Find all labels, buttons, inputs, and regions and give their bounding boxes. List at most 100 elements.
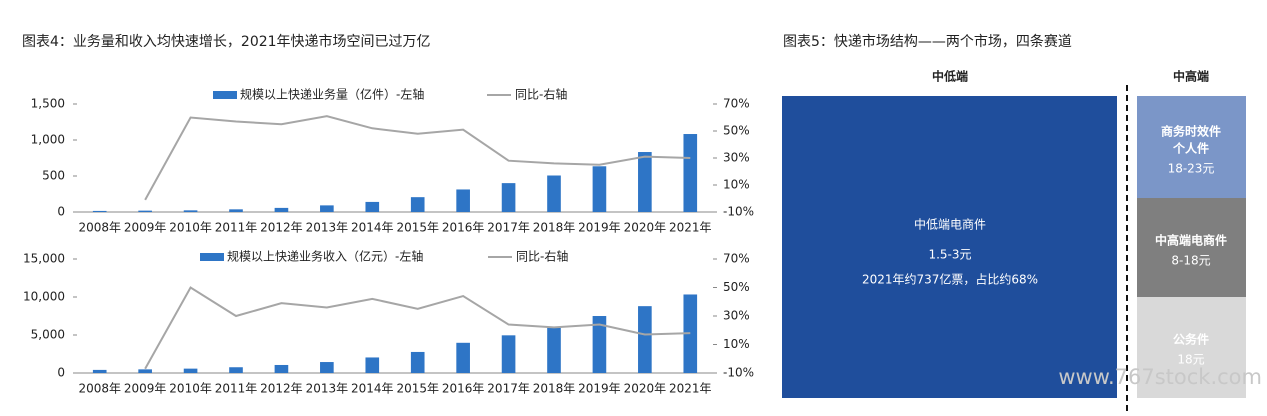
bar: [274, 364, 289, 373]
x-tick-label: 2009年: [124, 221, 167, 235]
y2-tick-label: 70%: [723, 252, 750, 266]
x-tick-label: 2017年: [487, 382, 530, 396]
bar: [365, 357, 380, 373]
y-tick-label: 5,000: [31, 328, 65, 342]
y2-tick-label: 50%: [723, 124, 750, 138]
y2-tick-label: 70%: [723, 97, 750, 111]
x-tick-label: 2014年: [351, 221, 394, 235]
bar: [501, 335, 516, 373]
bar: [683, 134, 698, 212]
watermark: www.767stock.com: [1058, 365, 1262, 389]
y2-tick-label: 50%: [723, 280, 750, 294]
y2-tick-label: -10%: [723, 366, 754, 380]
high-header: 中高端: [1173, 69, 1209, 84]
high-box-label: 公务件: [1173, 332, 1209, 347]
y-tick-label: 0: [57, 366, 65, 380]
line: [144, 115, 691, 201]
x-tick-label: 2011年: [215, 382, 258, 396]
low-box-price: 1.5-3元: [928, 248, 971, 262]
high-box-label: 中高端电商件: [1155, 233, 1227, 248]
y-tick-label: 15,000: [23, 252, 65, 266]
low-box-label: 中低端电商件: [914, 217, 986, 232]
bar: [229, 367, 243, 373]
legend-label: 规模以上快递业务量（亿件）-左轴: [240, 87, 424, 102]
bar: [138, 369, 152, 373]
y2-tick-label: 30%: [723, 309, 750, 323]
x-tick-label: 2021年: [669, 221, 712, 235]
x-tick-label: 2010年: [169, 221, 212, 235]
bar: [274, 207, 289, 212]
y2-tick-label: 30%: [723, 151, 750, 165]
bar: [320, 362, 334, 373]
legend-label: 规模以上快递业务收入（亿元）-左轴: [227, 249, 423, 264]
x-tick-label: 2019年: [578, 382, 621, 396]
bar: [638, 152, 652, 212]
x-tick-label: 2013年: [306, 382, 349, 396]
figure4-title: 图表4：业务量和收入均快速增长，2021年快递市场空间已过万亿: [22, 33, 431, 50]
bar: [365, 201, 380, 212]
line: [144, 286, 691, 370]
bar: [320, 205, 334, 212]
y-tick-label: 1,500: [31, 97, 65, 111]
x-tick-label: 2013年: [306, 221, 349, 235]
bar: [410, 197, 425, 212]
x-tick-label: 2015年: [396, 382, 439, 396]
bar: [547, 175, 561, 212]
x-tick-label: 2018年: [533, 382, 576, 396]
y-tick-label: 0: [57, 205, 65, 219]
bar: [456, 189, 470, 212]
high-box-price: 18元: [1177, 353, 1204, 367]
x-tick-label: 2008年: [78, 382, 121, 396]
y2-tick-label: 10%: [723, 337, 750, 351]
bar: [229, 209, 243, 212]
bar: [592, 316, 607, 373]
x-tick-label: 2010年: [169, 382, 212, 396]
legend-swatch: [200, 253, 224, 261]
x-tick-label: 2019年: [578, 221, 621, 235]
legend-swatch: [213, 91, 237, 99]
y-tick-label: 10,000: [23, 290, 65, 304]
bar: [92, 210, 107, 212]
x-tick-label: 2009年: [124, 382, 167, 396]
bar: [456, 342, 470, 373]
high-box-price: 8-18元: [1171, 254, 1210, 268]
bar: [410, 351, 425, 373]
x-tick-label: 2008年: [78, 221, 121, 235]
low-box: [782, 96, 1117, 398]
bar: [592, 166, 607, 212]
high-box: [1137, 198, 1246, 297]
bar: [92, 369, 107, 373]
high-box: [1137, 96, 1246, 198]
high-box: [1137, 297, 1246, 398]
y-tick-label: 500: [42, 169, 65, 183]
x-tick-label: 2018年: [533, 221, 576, 235]
x-tick-label: 2016年: [442, 221, 485, 235]
bar: [138, 210, 152, 212]
low-box-note: 2021年约737亿票，占比约68%: [862, 272, 1038, 287]
figure5-title: 图表5：快递市场结构——两个市场，四条赛道: [783, 33, 1072, 50]
x-tick-label: 2012年: [260, 221, 303, 235]
x-tick-label: 2015年: [396, 221, 439, 235]
x-tick-label: 2012年: [260, 382, 303, 396]
x-tick-label: 2021年: [669, 382, 712, 396]
bar: [501, 183, 516, 212]
x-tick-label: 2016年: [442, 382, 485, 396]
bar: [638, 306, 652, 373]
y2-tick-label: -10%: [723, 205, 754, 219]
high-box-label: 个人件: [1172, 141, 1209, 156]
bar: [183, 368, 198, 373]
high-box-price: 18-23元: [1168, 162, 1215, 176]
y2-tick-label: 10%: [723, 178, 750, 192]
x-tick-label: 2014年: [351, 382, 394, 396]
high-box-label: 商务时效件: [1161, 124, 1221, 139]
bar: [547, 327, 561, 373]
x-tick-label: 2020年: [624, 221, 667, 235]
x-tick-label: 2017年: [487, 221, 530, 235]
bar: [183, 210, 198, 212]
legend-label: 同比-右轴: [516, 249, 568, 264]
legend-label: 同比-右轴: [515, 87, 567, 102]
low-header: 中低端: [932, 69, 968, 84]
x-tick-label: 2011年: [215, 221, 258, 235]
x-tick-label: 2020年: [624, 382, 667, 396]
